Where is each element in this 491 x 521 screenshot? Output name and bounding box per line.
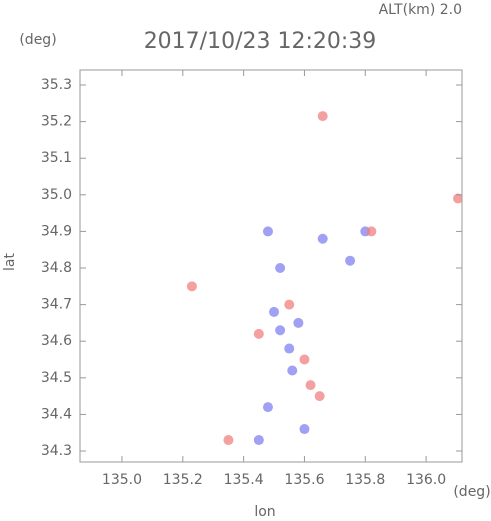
chart-title: 2017/10/23 12:20:39 [144,29,377,54]
y-tick-label: 34.6 [41,333,72,349]
y-unit: (deg) [19,32,56,48]
echo-point [262,402,273,413]
y-tick-label: 34.3 [41,443,72,459]
x-tick-label: 136.0 [406,472,446,488]
plot-area [186,111,462,446]
y-tick-label: 34.8 [41,260,72,276]
echo-point [314,391,325,402]
x-axis-label: lon [254,504,275,520]
echo-point [299,424,310,435]
echo-point [293,317,304,328]
echo-point [287,365,298,376]
echo-point [299,354,310,365]
echo-point [317,111,328,122]
echo-point [284,343,295,354]
y-tick-label: 35.3 [41,77,72,93]
echo-point [284,299,295,310]
x-tick-label: 135.2 [163,472,203,488]
x-tick-label: 135.4 [224,472,264,488]
y-tick-label: 35.1 [41,150,72,166]
x-tick-label: 135.8 [345,472,385,488]
echo-point [275,325,286,336]
y-tick-label: 34.7 [41,297,72,313]
echo-point [253,435,264,446]
x-tick-label: 135.0 [102,472,142,488]
echo-point [305,380,316,391]
echo-point [262,226,273,237]
plot-frame [79,69,463,463]
x-unit: (deg) [453,484,490,500]
echo-point [453,193,462,204]
echo-point [186,281,197,292]
y-tick-label: 34.9 [41,223,72,239]
echo-point [269,306,280,317]
y-tick-label: 34.4 [41,406,72,422]
y-axis-label: lat [2,253,18,271]
y-tick-label: 35.2 [41,114,72,130]
x-tick-label: 135.6 [284,472,324,488]
echo-point [345,255,356,266]
echo-point [275,263,286,274]
y-tick-label: 34.5 [41,370,72,386]
altitude-label: ALT(km) 2.0 [379,2,462,18]
echo-point [317,233,328,244]
echo-point [253,328,264,339]
echo-point [223,435,234,446]
echo-point [366,226,377,237]
y-tick-label: 35.0 [41,187,72,203]
